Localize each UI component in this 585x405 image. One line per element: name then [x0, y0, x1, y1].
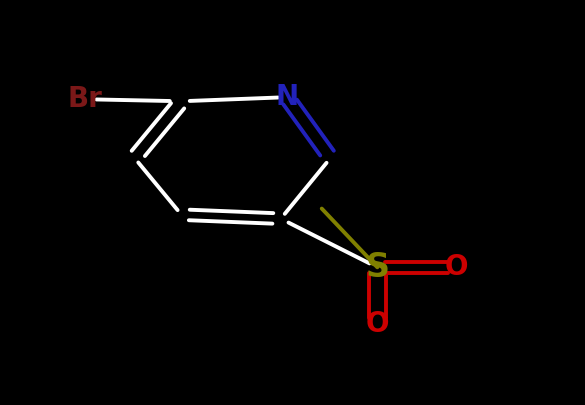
Text: O: O: [445, 253, 468, 281]
Text: Br: Br: [67, 85, 102, 113]
Text: N: N: [275, 83, 298, 111]
Text: O: O: [366, 310, 389, 338]
Text: S: S: [365, 251, 390, 284]
